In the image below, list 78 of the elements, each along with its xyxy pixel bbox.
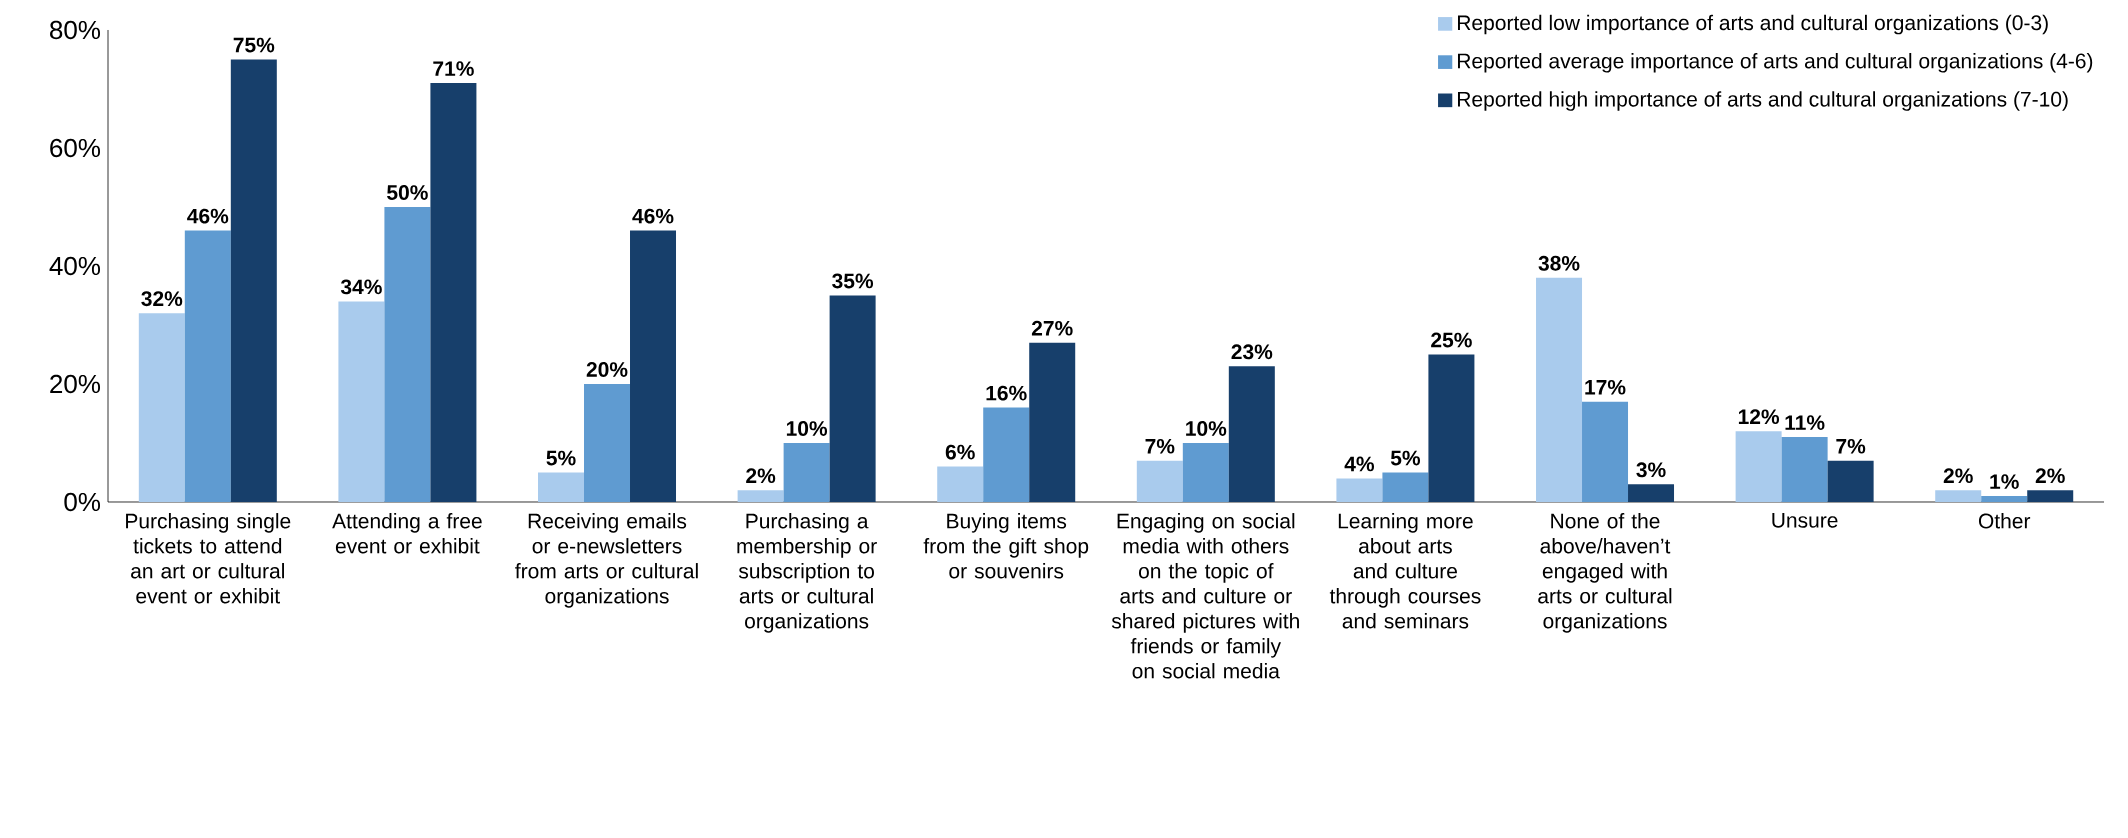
bar: [338, 301, 385, 502]
data-label: 3%: [1636, 462, 1666, 478]
data-label: 17%: [1585, 379, 1626, 395]
data-label: 12%: [1738, 409, 1780, 425]
y-tick-label: 80%: [50, 20, 101, 40]
bar: [1582, 401, 1629, 502]
x-tick-label: Engaging on social media with others on the topic of arts and culture or shared pictures with friends or family on social media: [1111, 513, 1299, 679]
x-tick-label: Other: [1978, 513, 2031, 529]
bar: [937, 466, 984, 502]
bar: [584, 383, 631, 502]
bar: [783, 442, 830, 502]
bar: [1029, 342, 1076, 502]
bar: [230, 59, 277, 502]
bar: [1935, 490, 1982, 502]
bar: [1781, 437, 1828, 502]
bar: [2027, 490, 2074, 502]
y-tick-label: 20%: [50, 374, 101, 394]
data-label: 7%: [1145, 438, 1175, 454]
bar: [983, 407, 1030, 502]
data-label: 5%: [546, 450, 576, 466]
data-label: 4%: [1344, 456, 1375, 472]
data-label: 2%: [1943, 468, 1973, 484]
bar: [1228, 366, 1275, 502]
bar: [1536, 277, 1583, 502]
bar: [737, 490, 784, 502]
x-tick-label: Unsure: [1772, 513, 1838, 528]
data-label: 20%: [586, 362, 628, 377]
bar: [138, 313, 185, 502]
data-label: 1%: [1990, 474, 2019, 490]
data-label: 10%: [786, 421, 828, 436]
x-tick-label: Purchasing a membership or subscription to arts or cultural organizations: [737, 513, 877, 633]
bar: [1182, 442, 1229, 502]
y-tick-label: 40%: [49, 256, 101, 276]
bar: [829, 295, 876, 502]
x-tick-label: Receiving emails or e-newsletters from arts or cultural organizations: [515, 513, 698, 608]
data-label: 23%: [1231, 344, 1273, 360]
x-tick-label: Attending a free event or exhibit: [332, 513, 482, 554]
data-label: 16%: [986, 385, 1027, 401]
legend-label: Reported average importance of arts and cultural organizations (4-6): [1458, 53, 2093, 73]
bar: [1827, 460, 1874, 502]
bar: [1428, 354, 1475, 502]
bar: [184, 230, 231, 502]
x-tick-label: None of the above/haven’t engaged with arts or cultural organizations: [1538, 513, 1672, 633]
bar: [1136, 460, 1183, 502]
bar: [1382, 472, 1429, 502]
data-label: 10%: [1186, 421, 1227, 436]
data-label: 46%: [187, 208, 229, 224]
data-label: 27%: [1031, 320, 1073, 336]
bar: [630, 230, 677, 502]
legend-label: Reported low importance of arts and cultural organizations (0-3): [1458, 14, 2048, 35]
data-label: 7%: [1836, 438, 1866, 454]
data-label: 46%: [632, 208, 674, 224]
data-label: 25%: [1431, 332, 1472, 348]
data-label: 38%: [1538, 255, 1580, 271]
y-tick-label: 0%: [64, 492, 101, 512]
data-label: 71%: [433, 61, 474, 77]
data-label: 32%: [141, 291, 183, 307]
data-label: 6%: [945, 444, 975, 460]
y-tick-label: 60%: [50, 138, 101, 158]
bar: [430, 83, 477, 502]
data-label: 50%: [387, 185, 428, 200]
legend-label: Reported high importance of arts and cultural organizations (7-10): [1458, 91, 2068, 111]
x-tick-label: Buying items from the gift shop or souvenirs: [923, 513, 1089, 579]
bar: [1735, 431, 1782, 502]
x-tick-label: Purchasing single tickets to attend an art or cultural event or exhibit: [126, 513, 291, 604]
data-label: 11%: [1785, 415, 1825, 431]
data-label: 5%: [1390, 450, 1421, 466]
data-label: 2%: [746, 468, 776, 484]
bar: [1981, 496, 2028, 502]
bar: [538, 472, 585, 502]
x-tick-label: Learning more about arts and culture through courses and seminars: [1329, 513, 1481, 629]
bar: [1336, 478, 1383, 502]
data-label: 34%: [340, 279, 382, 295]
data-label: 75%: [233, 37, 275, 53]
bar: [384, 206, 431, 502]
data-label: 2%: [2035, 468, 2065, 484]
bar: [1628, 484, 1675, 502]
data-label: 35%: [832, 273, 874, 289]
